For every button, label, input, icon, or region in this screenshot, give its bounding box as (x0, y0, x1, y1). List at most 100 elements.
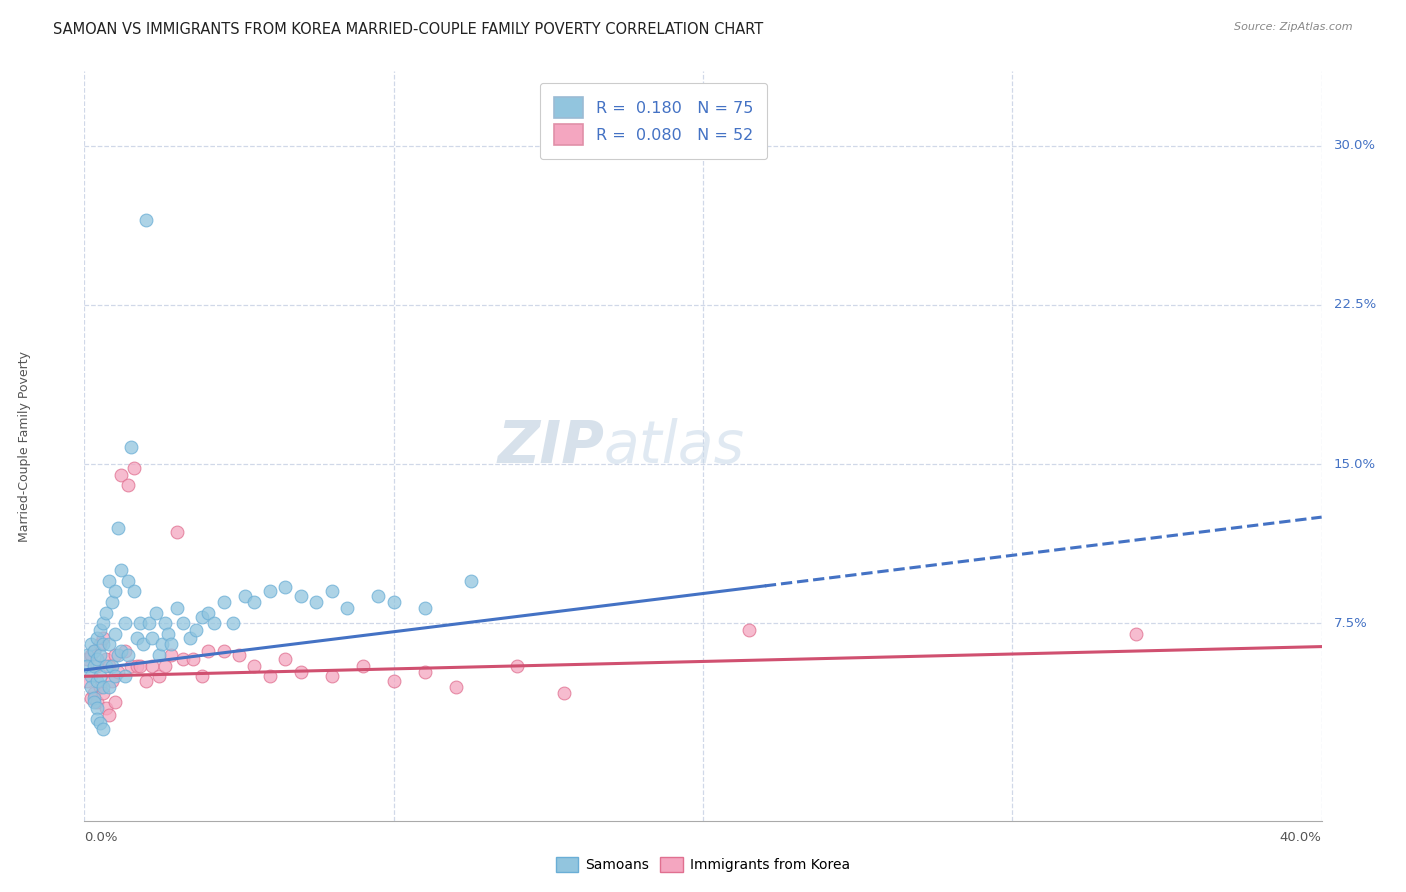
Point (107, 648, 129, 662)
Point (222, 616, 245, 631)
Point (76, 652, 98, 666)
Point (89, 669, 111, 683)
Point (184, 623, 207, 637)
Point (98, 574, 121, 588)
Point (94, 701, 117, 715)
Point (191, 610, 214, 624)
Point (135, 213, 157, 227)
Point (160, 637, 183, 651)
Point (104, 627, 127, 641)
Point (107, 521, 129, 535)
Point (197, 606, 219, 620)
Point (259, 669, 281, 683)
Point (135, 673, 157, 688)
Point (145, 606, 167, 620)
Point (89, 648, 111, 662)
Point (76, 658, 98, 673)
Point (107, 665, 129, 679)
Point (367, 589, 389, 603)
Point (104, 648, 127, 662)
Point (117, 648, 139, 662)
Point (243, 658, 266, 673)
Point (89, 637, 111, 651)
Point (76, 673, 98, 688)
Point (156, 627, 179, 641)
Point (83, 658, 105, 673)
Point (197, 644, 219, 658)
Point (91, 686, 114, 700)
Point (83, 686, 105, 700)
Point (166, 524, 188, 539)
Text: 40.0%: 40.0% (1279, 831, 1322, 844)
Point (179, 631, 201, 645)
Point (129, 658, 152, 673)
Legend: Samoans, Immigrants from Korea: Samoans, Immigrants from Korea (551, 852, 855, 878)
Point (191, 669, 214, 683)
Point (98, 658, 121, 673)
Point (553, 686, 575, 700)
Point (101, 673, 124, 688)
Point (89, 623, 111, 637)
Point (104, 669, 127, 683)
Point (122, 584, 145, 599)
Point (86, 673, 108, 688)
Point (104, 695, 127, 709)
Point (274, 580, 297, 594)
Point (114, 669, 136, 683)
Point (506, 658, 529, 673)
Point (86, 652, 108, 666)
Point (274, 652, 297, 666)
Point (86, 695, 108, 709)
Text: atlas: atlas (605, 417, 745, 475)
Point (305, 595, 328, 609)
Point (91, 723, 114, 737)
Point (114, 616, 136, 631)
Point (153, 658, 176, 673)
Point (413, 665, 436, 679)
Point (212, 595, 235, 609)
Point (129, 616, 152, 631)
Point (228, 648, 250, 662)
Point (181, 652, 204, 666)
Point (86, 658, 108, 673)
Point (79, 680, 101, 694)
Point (101, 595, 124, 609)
Point (114, 644, 136, 658)
Point (382, 673, 405, 688)
Point (98, 707, 121, 722)
Point (91, 631, 114, 645)
Point (120, 658, 142, 673)
Point (117, 478, 139, 492)
Point (79, 648, 101, 662)
Point (86, 631, 108, 645)
Point (125, 631, 148, 645)
Point (110, 467, 132, 482)
Text: SAMOAN VS IMMIGRANTS FROM KOREA MARRIED-COUPLE FAMILY POVERTY CORRELATION CHART: SAMOAN VS IMMIGRANTS FROM KOREA MARRIED-… (53, 22, 763, 37)
Legend: R =  0.180   N = 75, R =  0.080   N = 52: R = 0.180 N = 75, R = 0.080 N = 52 (540, 83, 768, 160)
Point (94, 606, 117, 620)
Point (101, 658, 124, 673)
Point (141, 631, 163, 645)
Text: 7.5%: 7.5% (1334, 616, 1368, 630)
Point (91, 637, 114, 651)
Point (132, 637, 155, 651)
Point (98, 680, 121, 694)
Point (413, 601, 436, 615)
Point (153, 616, 176, 631)
Point (79, 637, 101, 651)
Point (138, 616, 160, 631)
Point (89, 716, 111, 731)
Point (148, 669, 170, 683)
Point (150, 637, 173, 651)
Text: 0.0%: 0.0% (84, 831, 118, 844)
Point (444, 680, 467, 694)
Point (79, 669, 101, 683)
Point (290, 665, 312, 679)
Point (104, 584, 127, 599)
Point (290, 589, 312, 603)
Point (83, 644, 105, 658)
Point (117, 574, 139, 588)
Point (166, 601, 188, 615)
Point (110, 644, 132, 658)
Point (243, 595, 266, 609)
